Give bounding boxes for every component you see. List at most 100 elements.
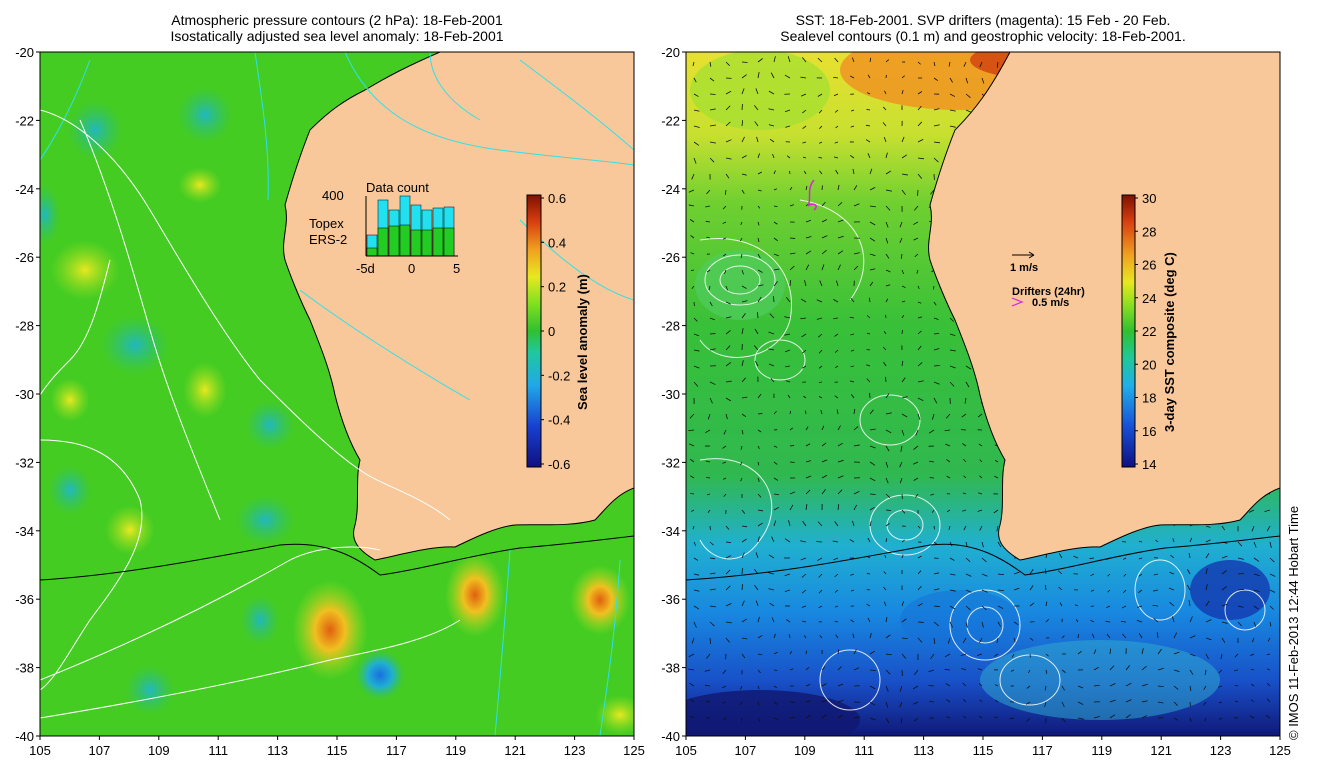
velocity-arrow (949, 349, 956, 352)
inset-y-label: 400 (322, 188, 344, 203)
velocity-arrow (784, 349, 791, 353)
velocity-arrow (1189, 717, 1192, 722)
velocity-arrow (706, 493, 711, 496)
velocity-arrow (901, 637, 908, 640)
left-title-line2: Isostatically adjusted sea level anomaly… (170, 28, 504, 44)
velocity-arrow (1125, 665, 1131, 671)
velocity-arrow (932, 285, 935, 290)
velocity-arrow (691, 285, 695, 290)
velocity-arrow (773, 170, 776, 175)
velocity-arrow (885, 461, 889, 468)
velocity-arrow (913, 477, 919, 481)
velocity-arrow (849, 539, 855, 543)
left-land-australia (283, 52, 634, 561)
sla-colorbar-tick-label: 0 (548, 324, 555, 339)
velocity-arrow (1141, 648, 1144, 655)
velocity-arrow (977, 653, 983, 656)
velocity-arrow (901, 413, 908, 418)
velocity-arrow (1026, 685, 1031, 689)
velocity-arrow (997, 589, 1004, 592)
velocity-arrow (770, 378, 775, 383)
velocity-arrow (1153, 617, 1159, 623)
velocity-arrow (1269, 557, 1275, 563)
velocity-arrow (834, 333, 839, 337)
velocity-arrow (772, 153, 775, 159)
velocity-arrow (773, 493, 780, 496)
velocity-arrow (1061, 717, 1066, 723)
velocity-arrow (693, 349, 700, 352)
velocity-arrow (805, 650, 807, 655)
velocity-arrow (740, 477, 743, 482)
velocity-arrow (789, 265, 795, 271)
right-x-axis: 105 107 109 111 113 115 117 119 121 123 125 (675, 736, 1291, 758)
velocity-arrow (1058, 586, 1063, 591)
velocity-arrow (835, 169, 839, 175)
velocity-arrow (1171, 616, 1175, 623)
velocity-arrow (757, 509, 764, 512)
velocity-arrow (1221, 637, 1226, 643)
velocity-arrow (1122, 589, 1127, 594)
velocity-arrow (755, 552, 759, 559)
velocity-arrow (834, 395, 839, 399)
velocity-arrow (1253, 605, 1259, 610)
velocity-arrow (885, 269, 891, 273)
velocity-arrow (917, 61, 921, 65)
velocity-arrow (997, 573, 1005, 576)
velocity-arrow (885, 701, 889, 708)
velocity-arrow (741, 74, 747, 79)
velocity-arrow (693, 541, 697, 546)
velocity-arrow (867, 153, 871, 159)
right-x-tick-label: 109 (794, 743, 816, 758)
inset-bar-ers2 (410, 229, 422, 257)
velocity-arrow (773, 205, 778, 208)
velocity-arrow (869, 477, 876, 482)
velocity-arrow (979, 61, 983, 68)
velocity-arrow (705, 700, 711, 703)
velocity-arrow (706, 189, 711, 195)
velocity-arrow (1189, 537, 1193, 543)
velocity-arrow (789, 280, 792, 287)
velocity-arrow (884, 90, 887, 95)
velocity-arrow (785, 365, 791, 368)
velocity-arrow (885, 393, 890, 399)
sst-colorbar: 30 28 26 24 22 20 18 16 14 3-day SST composite (… (1121, 191, 1177, 472)
velocity-arrow (867, 537, 871, 543)
velocity-arrow (849, 154, 855, 159)
velocity-arrow (834, 620, 839, 623)
velocity-arrow (885, 170, 892, 175)
velocity-arrow (949, 621, 953, 628)
velocity-arrow (723, 717, 727, 721)
velocity-arrow (1237, 557, 1244, 560)
velocity-arrow (899, 237, 903, 244)
velocity-arrow (786, 297, 791, 303)
velocity-arrow (771, 617, 775, 623)
velocity-arrow (789, 491, 796, 495)
velocity-arrow (757, 477, 760, 482)
sst-colorbar-tick-label: 28 (1142, 224, 1156, 239)
velocity-arrow (833, 156, 839, 159)
left-pressure-contours-cyan (40, 52, 634, 736)
velocity-arrow (853, 265, 859, 271)
sla-colorbar-tick-label: -0.6 (548, 457, 570, 472)
velocity-arrow (1077, 701, 1084, 705)
velocity-arrow (979, 637, 983, 643)
velocity-arrow (740, 221, 743, 225)
velocity-arrow (725, 555, 732, 559)
velocity-arrow (901, 154, 908, 159)
velocity-arrow (929, 700, 935, 703)
velocity-arrow (709, 124, 716, 127)
velocity-arrow (1234, 684, 1239, 687)
velocity-arrow (725, 345, 731, 351)
velocity-arrow (933, 141, 940, 144)
velocity-arrow (773, 507, 780, 511)
velocity-arrow (805, 666, 810, 671)
velocity-arrow (1189, 616, 1193, 623)
velocity-arrow (773, 188, 778, 191)
velocity-arrow (944, 653, 951, 658)
right-y-tick-label: -20 (661, 45, 680, 60)
velocity-arrow (1218, 717, 1223, 720)
velocity-arrow (917, 139, 924, 143)
velocity-arrow (724, 269, 727, 274)
velocity-arrow (757, 237, 760, 243)
left-x-tick-label: 111 (208, 743, 228, 758)
